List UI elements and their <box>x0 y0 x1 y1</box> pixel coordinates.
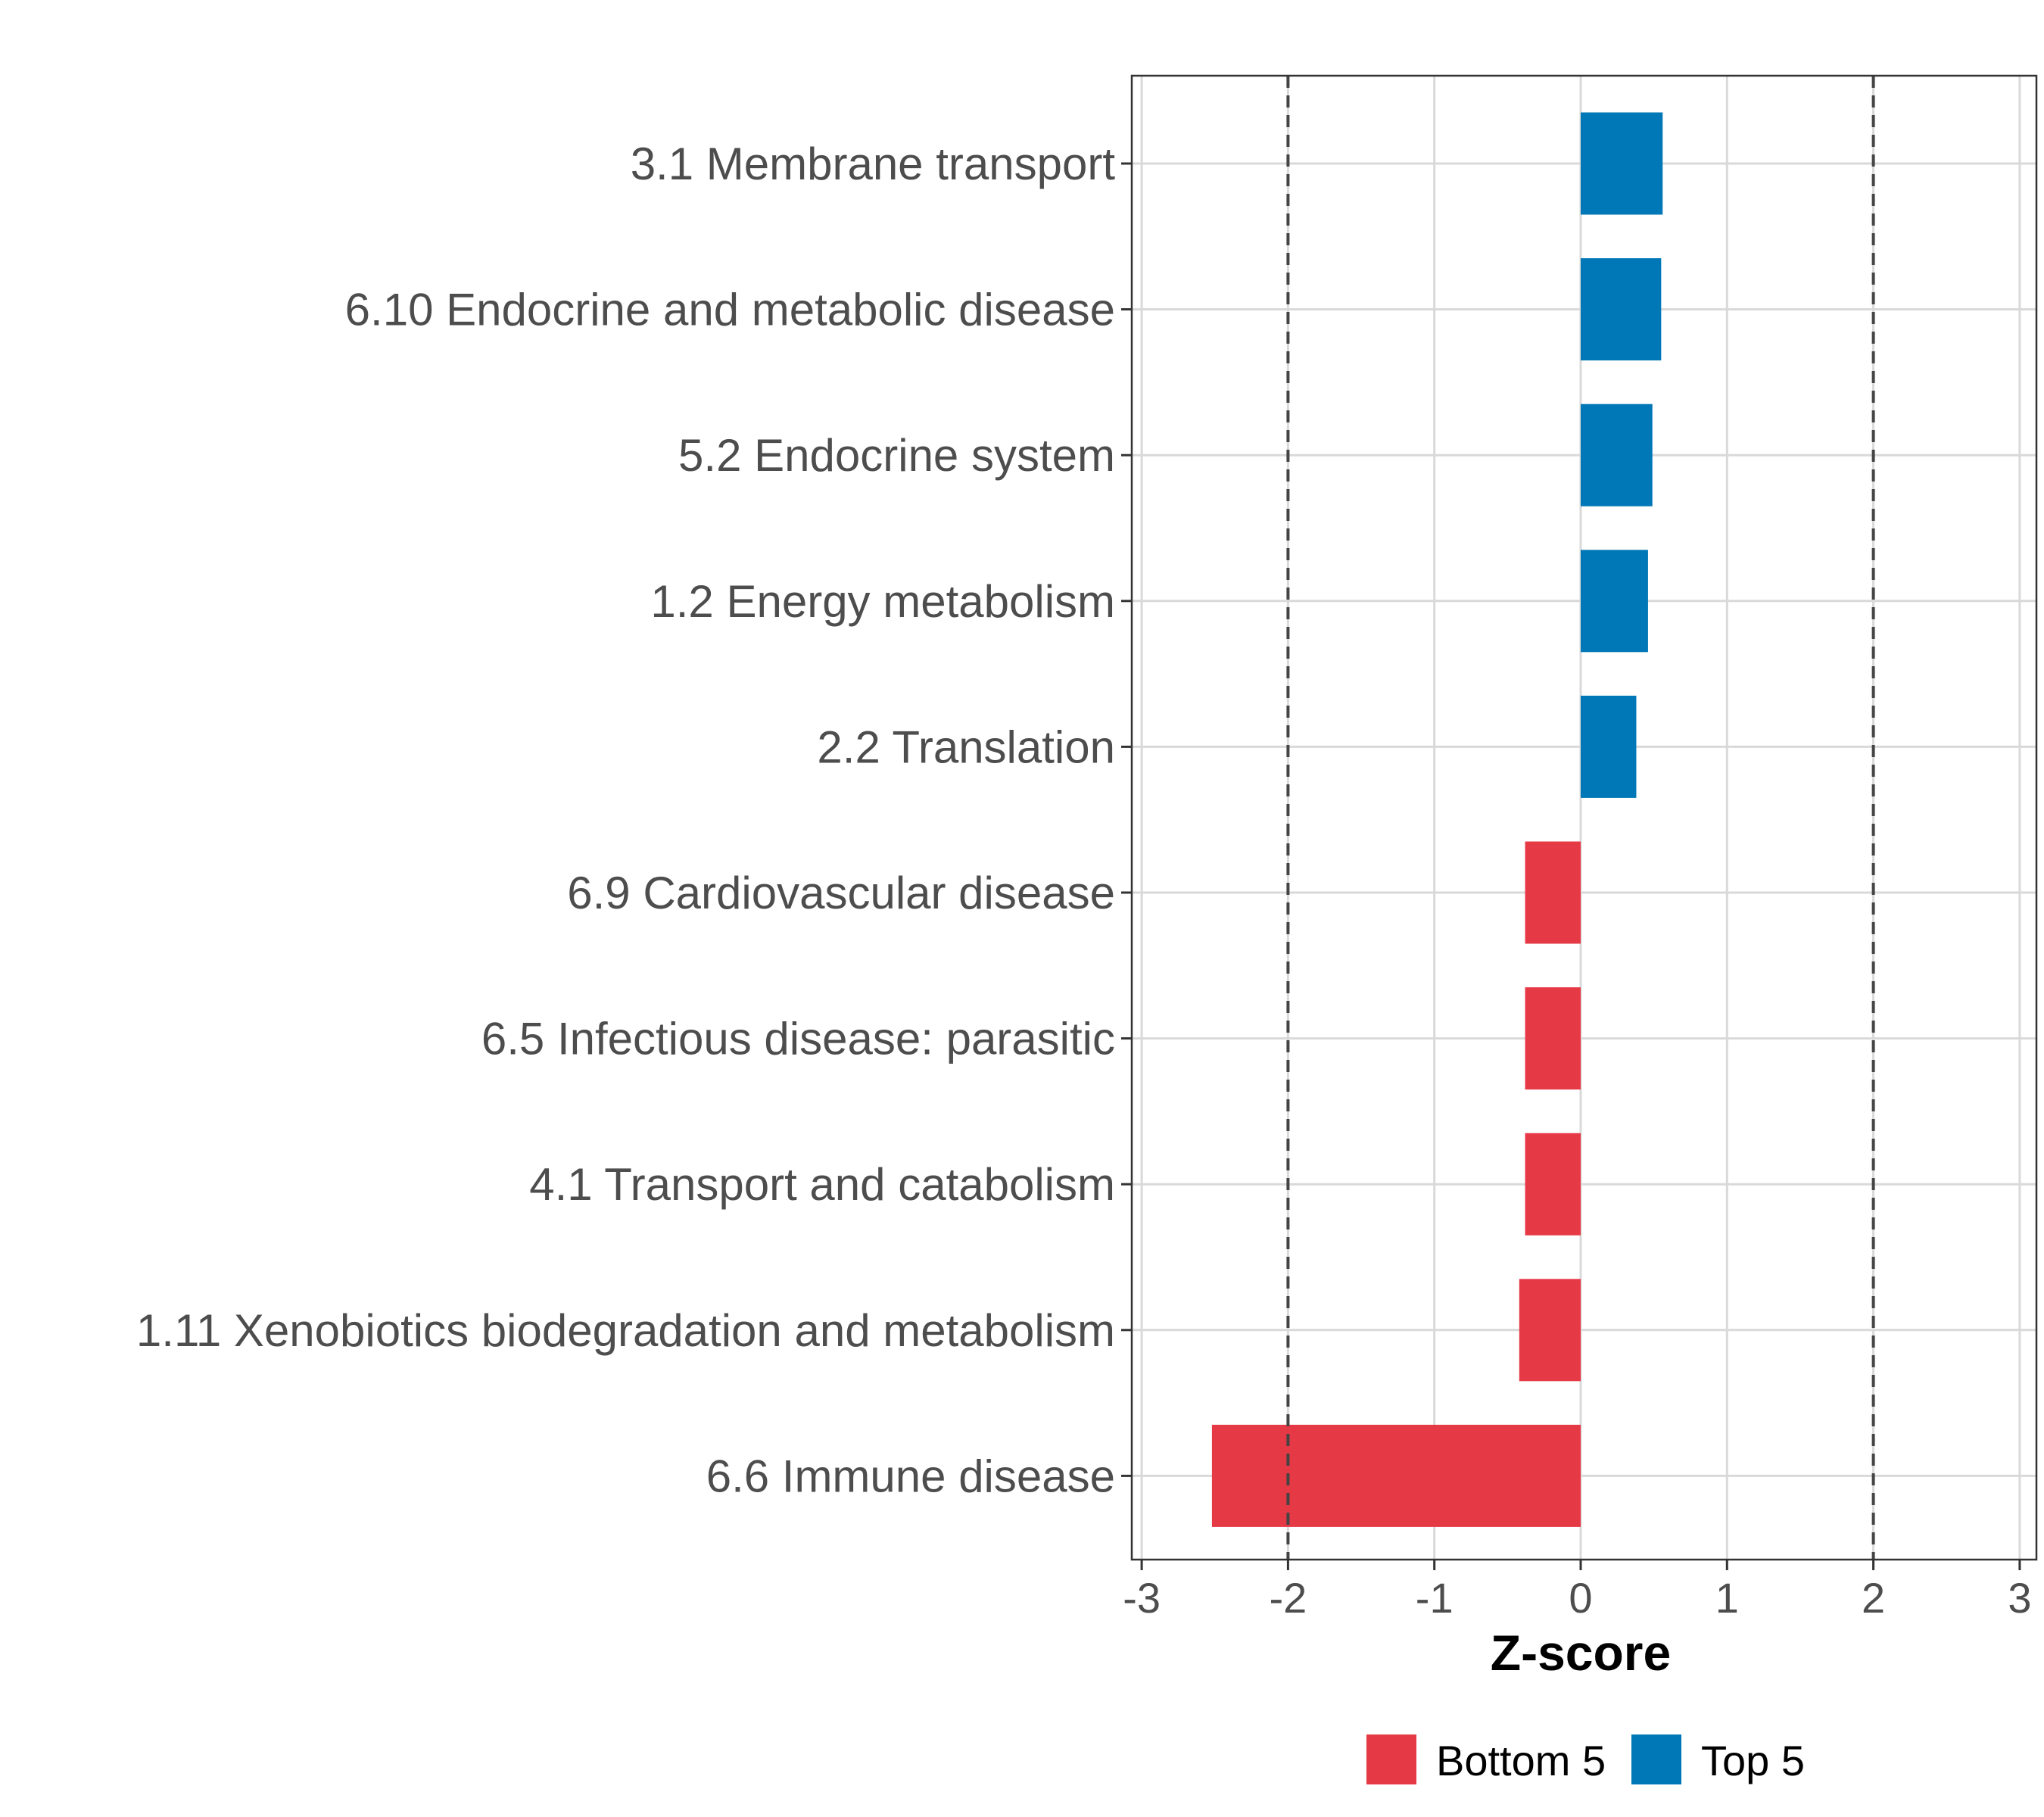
bar-5 <box>1525 841 1581 944</box>
bar-8 <box>1519 1279 1581 1382</box>
bar-6 <box>1525 987 1581 1090</box>
legend-swatch-0 <box>1366 1734 1416 1784</box>
x-tick-label-4: 1 <box>1715 1574 1739 1622</box>
category-label-1: 6.10 Endocrine and metabolic disease <box>345 285 1115 335</box>
bars <box>1211 112 1663 1527</box>
x-tick-label-0: -3 <box>1123 1574 1161 1622</box>
bar-7 <box>1525 1133 1581 1236</box>
x-axis-title: Z-score <box>1491 1625 1671 1681</box>
x-tick-label-2: -1 <box>1416 1574 1454 1622</box>
bar-4 <box>1581 695 1637 798</box>
legend-label-1: Top 5 <box>1701 1737 1805 1784</box>
x-tick-label-5: 2 <box>1862 1574 1885 1622</box>
category-label-2: 5.2 Endocrine system <box>678 430 1115 481</box>
category-label-9: 6.6 Immune disease <box>706 1451 1115 1501</box>
legend-swatch-1 <box>1631 1734 1681 1784</box>
category-label-0: 3.1 Membrane transport <box>631 139 1116 189</box>
category-label-8: 1.11 Xenobiotics biodegradation and meta… <box>136 1305 1115 1356</box>
bar-2 <box>1581 404 1653 506</box>
legend: Bottom 5 Top 5 <box>1366 1734 1805 1784</box>
category-label-6: 6.5 Infectious disease: parasitic <box>481 1014 1115 1064</box>
category-label-7: 4.1 Transport and catabolism <box>529 1159 1115 1210</box>
category-label-4: 2.2 Translation <box>817 722 1115 772</box>
y-axis-ticks: 3.1 Membrane transport 6.10 Endocrine and… <box>136 139 1132 1501</box>
x-tick-label-1: -2 <box>1270 1574 1307 1622</box>
category-label-3: 1.2 Energy metabolism <box>650 576 1115 627</box>
plot-panel-border <box>1130 74 2038 1561</box>
bar-0 <box>1581 112 1663 215</box>
x-tick-label-3: 0 <box>1569 1574 1592 1622</box>
legend-label-0: Bottom 5 <box>1436 1737 1606 1784</box>
reference-lines <box>1286 76 1875 1560</box>
x-tick-label-6: 3 <box>2008 1574 2031 1622</box>
x-axis-ticks: -3 -2 -1 0 1 2 3 <box>1123 1560 2031 1622</box>
bar-9 <box>1211 1424 1581 1527</box>
category-label-5: 6.9 Cardiovascular disease <box>567 868 1115 918</box>
bar-3 <box>1581 550 1648 653</box>
bar-1 <box>1581 258 1662 361</box>
